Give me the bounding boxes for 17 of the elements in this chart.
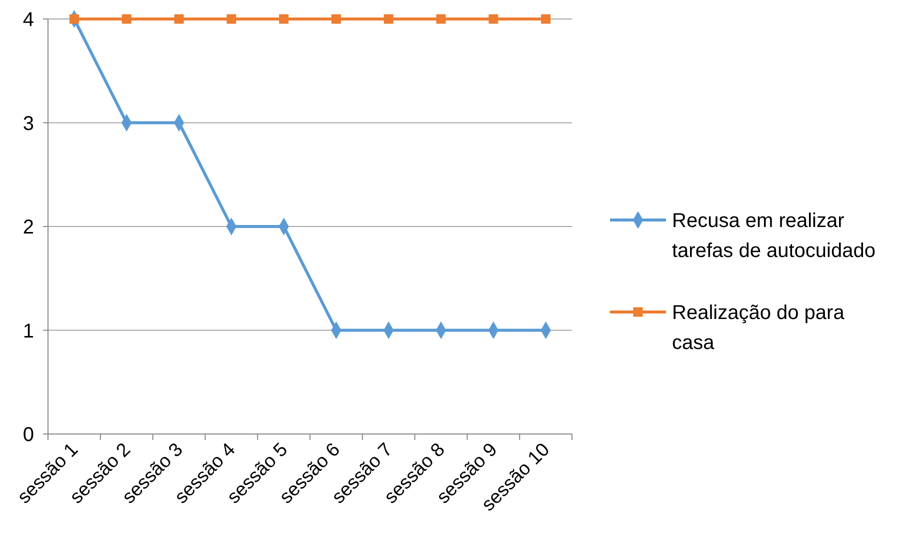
legend-label: Realização do para casa <box>672 302 846 354</box>
point <box>122 14 132 24</box>
point <box>226 14 236 24</box>
point <box>174 14 184 24</box>
y-tick-label: 4 <box>22 9 34 31</box>
y-tick-label: 3 <box>22 112 34 135</box>
y-tick-label: 0 <box>22 424 34 446</box>
point <box>69 14 79 24</box>
point <box>488 14 498 24</box>
point <box>436 14 446 24</box>
point <box>541 14 551 24</box>
y-tick-label: 1 <box>22 320 34 342</box>
point <box>384 14 394 24</box>
legend-label: Recusa em realizar tarefas de autocuidado <box>672 210 876 262</box>
y-tick-label: 2 <box>22 216 34 238</box>
point <box>279 14 289 24</box>
point <box>331 14 341 24</box>
